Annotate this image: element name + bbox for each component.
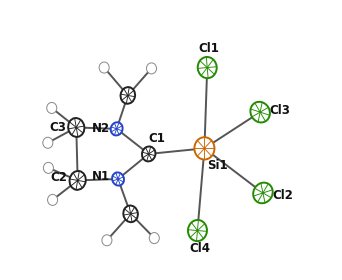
- Ellipse shape: [142, 146, 156, 161]
- Ellipse shape: [43, 162, 53, 173]
- Ellipse shape: [112, 172, 124, 186]
- Text: Cl4: Cl4: [190, 242, 211, 255]
- Ellipse shape: [43, 137, 53, 148]
- Text: C1: C1: [149, 132, 166, 145]
- Ellipse shape: [146, 63, 157, 74]
- Text: N1: N1: [92, 170, 110, 183]
- Ellipse shape: [102, 235, 112, 246]
- Ellipse shape: [123, 206, 138, 222]
- Ellipse shape: [48, 194, 57, 206]
- Ellipse shape: [68, 118, 84, 137]
- Ellipse shape: [188, 220, 207, 241]
- Ellipse shape: [253, 183, 273, 203]
- Ellipse shape: [250, 102, 270, 122]
- Ellipse shape: [99, 62, 109, 73]
- Ellipse shape: [194, 137, 214, 160]
- Ellipse shape: [120, 87, 135, 104]
- Text: Cl1: Cl1: [198, 41, 219, 55]
- Text: Cl3: Cl3: [270, 104, 291, 117]
- Ellipse shape: [111, 122, 123, 136]
- Ellipse shape: [69, 171, 86, 190]
- Text: C2: C2: [50, 171, 67, 184]
- Text: Si1: Si1: [208, 158, 228, 172]
- Text: C3: C3: [49, 121, 66, 134]
- Ellipse shape: [47, 102, 57, 113]
- Text: Cl2: Cl2: [273, 189, 293, 202]
- Ellipse shape: [198, 57, 217, 78]
- Ellipse shape: [149, 233, 159, 244]
- Text: N2: N2: [92, 122, 110, 135]
